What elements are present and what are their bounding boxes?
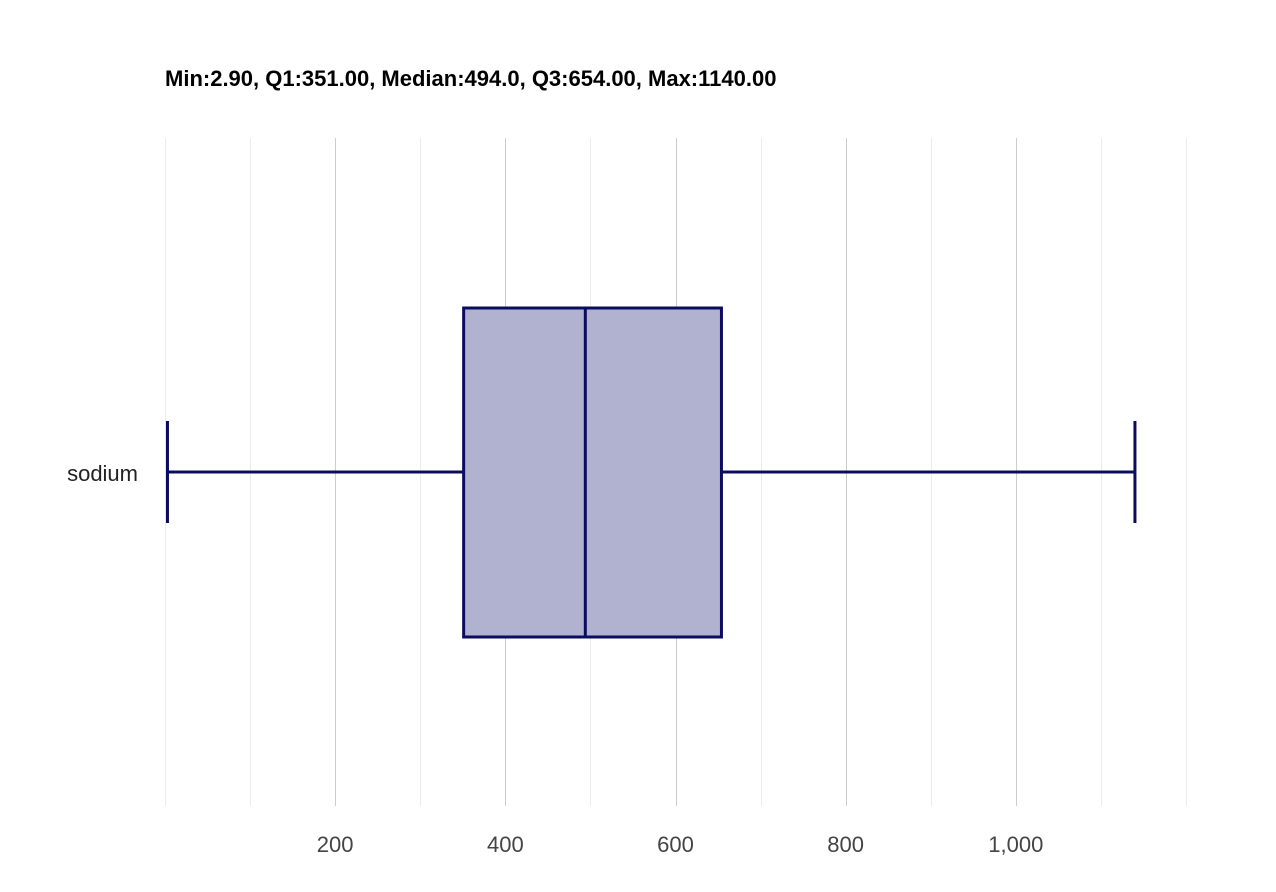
interquartile-box <box>462 306 723 639</box>
x-axis-tick-labels: 200 400 600 800 1,000 <box>317 832 1044 857</box>
x-tick-label: 600 <box>657 832 694 857</box>
x-tick-label: 200 <box>317 832 354 857</box>
box-plot-sodium <box>165 306 1137 639</box>
x-tick-label: 1,000 <box>988 832 1043 857</box>
x-tick-label: 800 <box>827 832 864 857</box>
category-label-sodium: sodium <box>67 461 138 486</box>
x-tick-label: 400 <box>487 832 524 857</box>
chart-title: Min:2.90, Q1:351.00, Median:494.0, Q3:65… <box>165 66 776 91</box>
